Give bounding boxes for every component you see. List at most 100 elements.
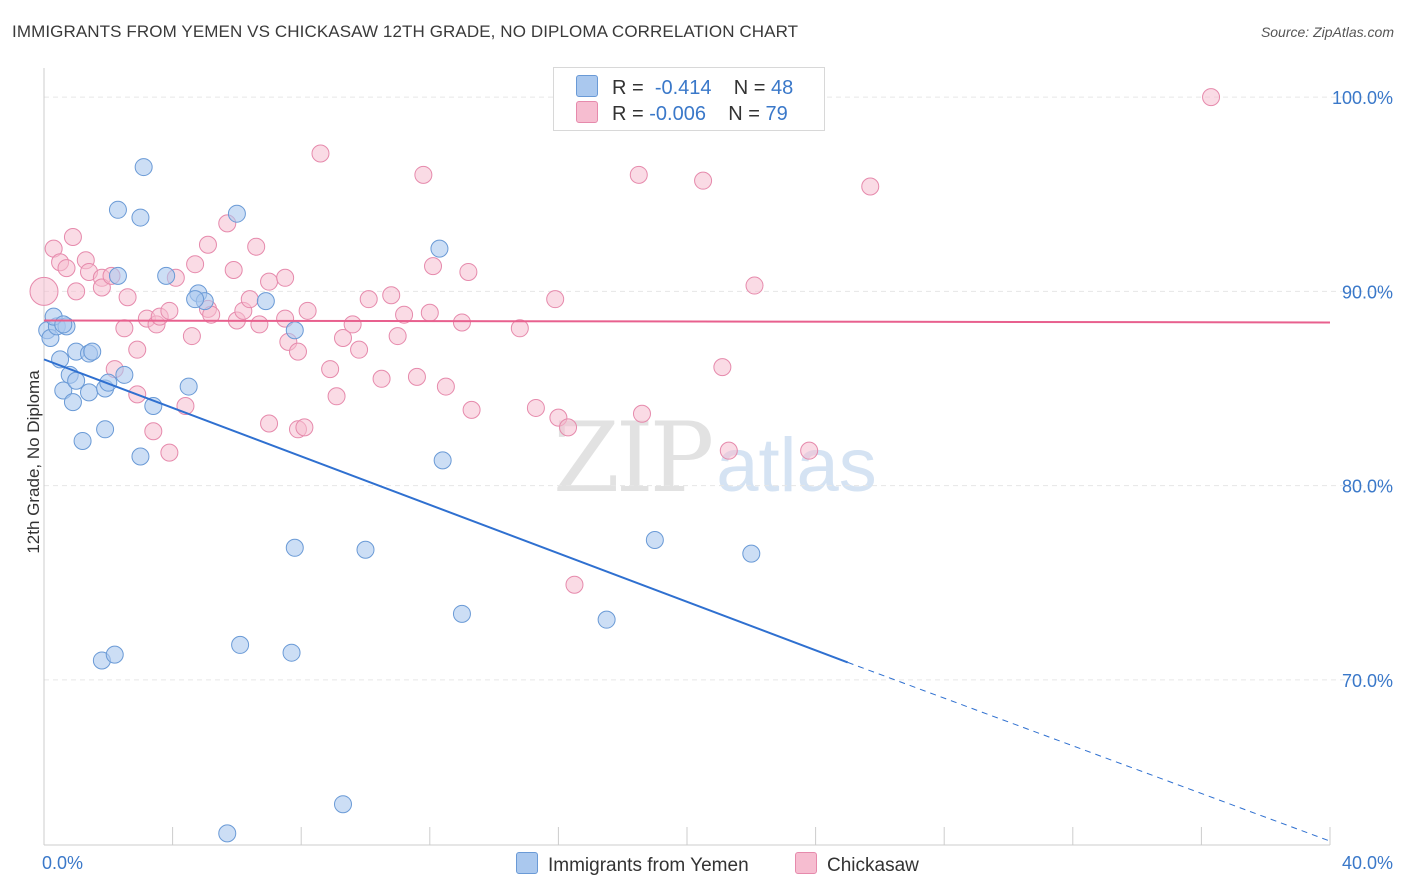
chickasaw-point xyxy=(462,400,481,419)
yemen-point xyxy=(108,266,127,285)
yemen-point xyxy=(430,239,449,258)
chickasaw-point xyxy=(160,301,179,320)
chickasaw-point xyxy=(459,262,478,281)
chickasaw-point xyxy=(407,367,426,386)
bottom-legend-yemen: Immigrants from Yemen xyxy=(516,852,749,877)
yemen-point xyxy=(80,383,99,402)
yemen-point xyxy=(131,447,150,466)
legend-row-chickasaw: R = -0.006 N = 79 xyxy=(576,101,788,125)
chickasaw-point xyxy=(800,441,819,460)
chickasaw-point xyxy=(67,282,86,301)
chickasaw-point xyxy=(321,360,340,379)
chickasaw-point xyxy=(395,305,414,324)
chickasaw-point xyxy=(186,255,205,274)
yemen-point xyxy=(597,610,616,629)
yemen-point xyxy=(227,204,246,223)
chickasaw-point xyxy=(240,290,259,309)
legend-r-value-yemen: -0.414 xyxy=(654,77,712,99)
yemen-point xyxy=(54,315,73,334)
chickasaw-point xyxy=(260,414,279,433)
chickasaw-point xyxy=(420,303,439,322)
yemen-point xyxy=(108,200,127,219)
chickasaw-point xyxy=(372,369,391,388)
yemen-point xyxy=(282,643,301,662)
chickasaw-point xyxy=(276,268,295,287)
chickasaw-point xyxy=(632,404,651,423)
yemen-point xyxy=(63,393,82,412)
chickasaw-point xyxy=(115,319,134,338)
yemen-point xyxy=(231,635,250,654)
chickasaw-point xyxy=(745,276,764,295)
y-axis-title: 12th Grade, No Diploma xyxy=(24,370,43,554)
chickasaw-point xyxy=(250,315,269,334)
chickasaw-point xyxy=(118,288,137,307)
chickasaw-point xyxy=(224,261,243,280)
zipatlas-watermark: ZIPatlas xyxy=(553,402,877,514)
yemen-point xyxy=(285,538,304,557)
yemen-point xyxy=(131,208,150,227)
legend-r-value-chickasaw: -0.006 xyxy=(649,103,706,125)
chickasaw-point xyxy=(526,398,545,417)
bottom-legend-chickasaw: Chickasaw xyxy=(795,852,919,877)
chickasaw-point xyxy=(247,237,266,256)
chickasaw-point xyxy=(295,418,314,437)
legend-swatch-yemen xyxy=(576,75,598,97)
chickasaw-point xyxy=(260,272,279,291)
chickasaw-point xyxy=(327,387,346,406)
correlation-legend: R = -0.414 N = 48 R = -0.006 N = 79 xyxy=(553,67,825,131)
chickasaw-point xyxy=(311,144,330,163)
chickasaw-point xyxy=(29,276,59,306)
chickasaw-point xyxy=(1202,88,1221,107)
yemen-point xyxy=(54,381,73,400)
yemen-points xyxy=(38,158,761,843)
chickasaw-point xyxy=(63,227,82,246)
x-tick-label: 0.0% xyxy=(42,853,83,873)
yemen-trend-extension xyxy=(847,661,1331,842)
chickasaw-point xyxy=(57,259,76,278)
trend-lines xyxy=(43,319,1331,842)
chickasaw-point xyxy=(144,422,163,441)
axes xyxy=(43,68,1331,846)
chickasaw-point xyxy=(694,171,713,190)
chickasaw-point xyxy=(298,301,317,320)
chickasaw-point xyxy=(713,358,732,377)
legend-n-value-chickasaw: 79 xyxy=(765,103,788,125)
chickasaw-points xyxy=(29,88,1221,594)
chickasaw-point xyxy=(436,377,455,396)
yemen-trend-line xyxy=(43,358,849,664)
chickasaw-point xyxy=(198,235,217,254)
yemen-point xyxy=(742,544,761,563)
yemen-point xyxy=(96,420,115,439)
chickasaw-point xyxy=(160,443,179,462)
legend-swatch-chickasaw xyxy=(576,101,598,123)
chickasaw-point xyxy=(343,315,362,334)
chickasaw-point xyxy=(382,286,401,305)
yemen-point xyxy=(105,645,124,664)
yemen-point xyxy=(157,266,176,285)
y-tick-label: 70.0% xyxy=(1342,671,1393,691)
yemen-point xyxy=(333,795,352,814)
chickasaw-point xyxy=(182,327,201,346)
yemen-point xyxy=(285,321,304,340)
gridlines xyxy=(44,96,1392,681)
chickasaw-point xyxy=(359,290,378,309)
chickasaw-point xyxy=(629,165,648,184)
y-tick-label: 90.0% xyxy=(1342,282,1393,302)
bottom-legend-swatch-yemen xyxy=(516,852,538,874)
yemen-point xyxy=(186,290,205,309)
chickasaw-point xyxy=(424,257,443,276)
chart-title: IMMIGRANTS FROM YEMEN VS CHICKASAW 12TH … xyxy=(12,22,799,41)
chickasaw-point xyxy=(559,418,578,437)
chickasaw-point xyxy=(510,319,529,338)
chickasaw-point xyxy=(288,342,307,361)
yemen-point xyxy=(452,604,471,623)
chickasaw-point xyxy=(719,441,738,460)
yemen-point xyxy=(218,824,237,843)
y-tick-label: 100.0% xyxy=(1332,88,1393,108)
yemen-point xyxy=(134,158,153,177)
source-label: Source: ZipAtlas.com xyxy=(1260,24,1394,40)
x-tick-label: 40.0% xyxy=(1342,853,1393,873)
tick-labels: 70.0% 80.0% 90.0% 100.0% 0.0% 40.0% xyxy=(42,88,1393,873)
yemen-point xyxy=(179,377,198,396)
